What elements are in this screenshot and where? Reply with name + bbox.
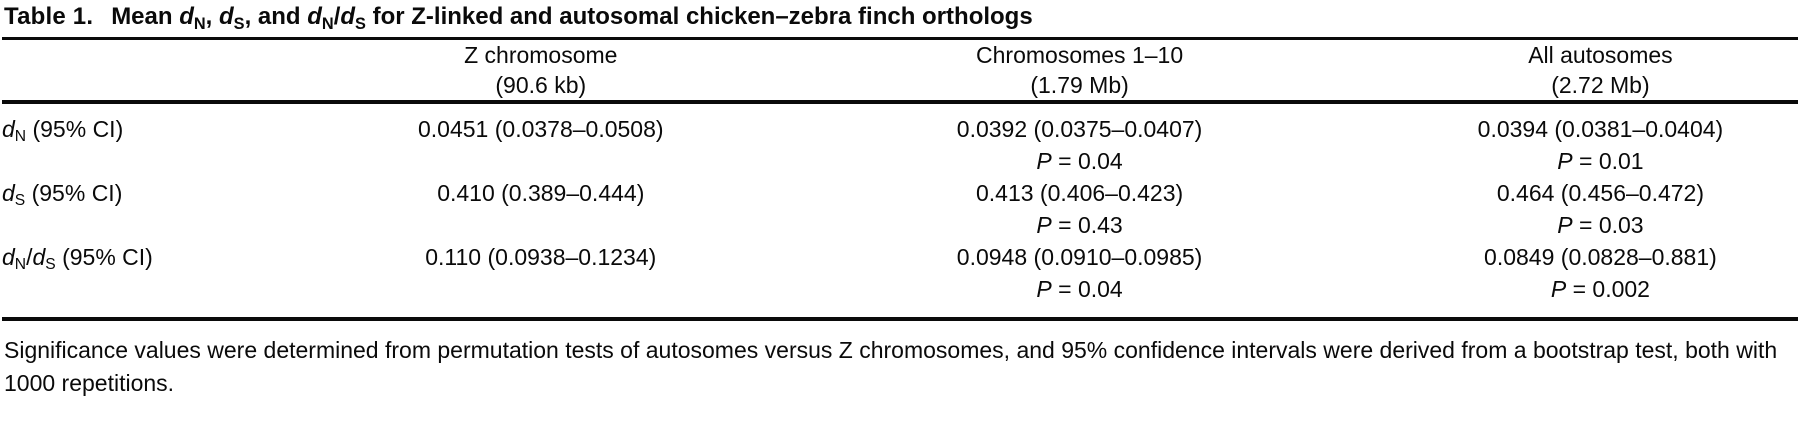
cell-dnds-z: 0.110 (0.0938–0.1234) bbox=[325, 241, 756, 317]
cell-value: 0.0392 (0.0375–0.0407) bbox=[956, 116, 1203, 142]
cell-value: 0.413 (0.406–0.423) bbox=[975, 180, 1184, 206]
cell-ds-chr1-10: 0.413 (0.406–0.423) P = 0.43 bbox=[756, 177, 1403, 241]
cell-p-value: P = 0.04 bbox=[756, 273, 1403, 305]
cell-p-value: P = 0.43 bbox=[756, 209, 1403, 241]
column-header-line2: (1.79 Mb) bbox=[1030, 72, 1129, 98]
row-label-dn: dN (95% CI) bbox=[2, 116, 124, 146]
p-rest: = 0.43 bbox=[1051, 212, 1123, 238]
table-footnote: Significance values were determined from… bbox=[4, 337, 1778, 396]
p-symbol: P bbox=[1557, 148, 1573, 174]
stub-header-cell bbox=[2, 40, 325, 100]
row-label-dn-ds: dN/dS (95% CI) bbox=[2, 244, 153, 274]
cell-dn-chr1-10: 0.0392 (0.0375–0.0407) P = 0.04 bbox=[756, 104, 1403, 177]
column-header-line1: All autosomes bbox=[1528, 42, 1673, 68]
table-row-dn-ds: dN/dS (95% CI) 0.110 (0.0938–0.1234) 0.0… bbox=[2, 241, 1798, 317]
row-label-ds: dS (95% CI) bbox=[2, 180, 123, 210]
orthologs-stats-table: Z chromosome (90.6 kb) Chromosomes 1–10 … bbox=[2, 40, 1798, 100]
column-header-line1: Chromosomes 1–10 bbox=[976, 42, 1184, 68]
cell-dn-all-autosomes: 0.0394 (0.0381–0.0404) P = 0.01 bbox=[1403, 104, 1798, 177]
cell-value: 0.0849 (0.0828–0.881) bbox=[1484, 244, 1717, 270]
header-rule bbox=[2, 100, 1798, 104]
cell-dnds-all-autosomes: 0.0849 (0.0828–0.881) P = 0.002 bbox=[1403, 241, 1798, 317]
column-header-z-chromosome: Z chromosome (90.6 kb) bbox=[325, 40, 756, 100]
table-title: Table 1. Mean dN, dS, and dN/dS for Z-lin… bbox=[4, 3, 1033, 33]
table-row-ds: dS (95% CI) 0.410 (0.389–0.444) 0.413 (0… bbox=[2, 177, 1798, 241]
p-symbol: P bbox=[1036, 212, 1052, 238]
p-rest: = 0.04 bbox=[1051, 148, 1123, 174]
p-rest: = 0.002 bbox=[1566, 276, 1650, 302]
p-symbol: P bbox=[1036, 148, 1052, 174]
cell-value: 0.0948 (0.0910–0.0985) bbox=[956, 244, 1203, 270]
table-row-dn: dN (95% CI) 0.0451 (0.0378–0.0508) 0.039… bbox=[2, 104, 1798, 177]
footer-rule bbox=[2, 317, 1798, 321]
p-symbol: P bbox=[1550, 276, 1567, 302]
cell-dnds-chr1-10: 0.0948 (0.0910–0.0985) P = 0.04 bbox=[756, 241, 1403, 317]
cell-p-value: P = 0.002 bbox=[1403, 273, 1798, 305]
column-header-line2: (90.6 kb) bbox=[495, 72, 587, 98]
cell-value: 0.0451 (0.0378–0.0508) bbox=[418, 116, 664, 142]
p-symbol: P bbox=[1036, 276, 1052, 302]
cell-dn-z: 0.0451 (0.0378–0.0508) bbox=[325, 104, 756, 177]
p-rest: = 0.04 bbox=[1051, 276, 1123, 302]
column-header-all-autosomes: All autosomes (2.72 Mb) bbox=[1403, 40, 1798, 100]
title-rule bbox=[2, 37, 1798, 40]
column-header-line1: Z chromosome bbox=[464, 42, 618, 68]
cell-p-value: P = 0.01 bbox=[1403, 145, 1798, 177]
p-symbol: P bbox=[1557, 212, 1573, 238]
cell-p-value: P = 0.04 bbox=[756, 145, 1403, 177]
cell-ds-z: 0.410 (0.389–0.444) bbox=[325, 177, 756, 241]
column-header-line2: (2.72 Mb) bbox=[1551, 72, 1650, 98]
cell-value: 0.464 (0.456–0.472) bbox=[1496, 180, 1705, 206]
cell-p-value: P = 0.03 bbox=[1403, 209, 1798, 241]
p-rest: = 0.01 bbox=[1572, 148, 1644, 174]
orthologs-stats-table-body: dN (95% CI) 0.0451 (0.0378–0.0508) 0.039… bbox=[2, 104, 1798, 317]
table-header-row: Z chromosome (90.6 kb) Chromosomes 1–10 … bbox=[2, 40, 1798, 100]
cell-ds-all-autosomes: 0.464 (0.456–0.472) P = 0.03 bbox=[1403, 177, 1798, 241]
cell-value: 0.410 (0.389–0.444) bbox=[437, 180, 645, 206]
cell-value: 0.0394 (0.0381–0.0404) bbox=[1477, 116, 1724, 142]
p-rest: = 0.03 bbox=[1572, 212, 1644, 238]
column-header-chromosomes-1-10: Chromosomes 1–10 (1.79 Mb) bbox=[756, 40, 1403, 100]
cell-value: 0.110 (0.0938–0.1234) bbox=[425, 244, 657, 270]
